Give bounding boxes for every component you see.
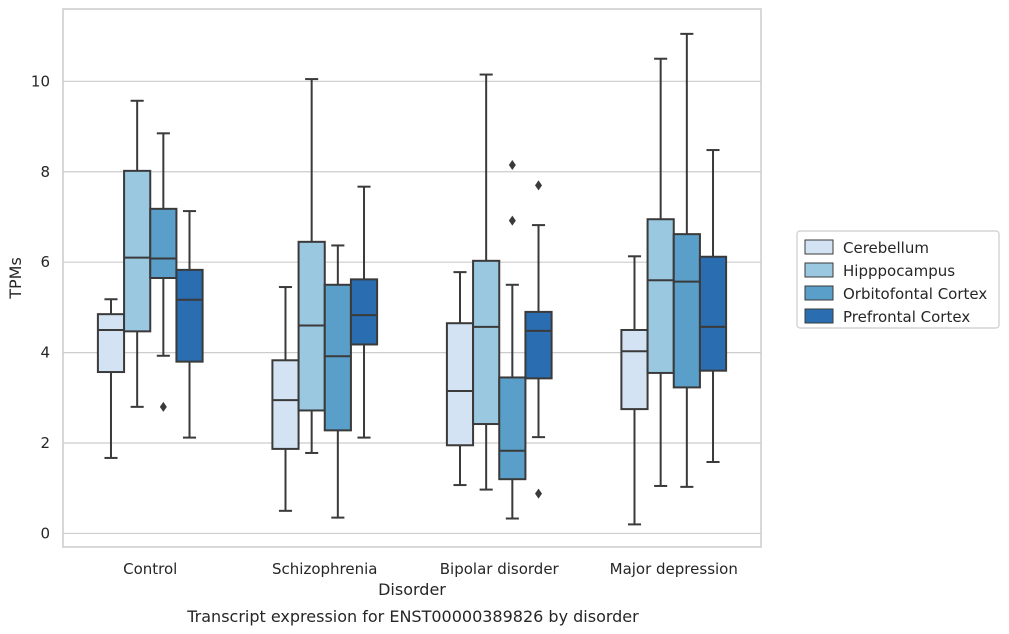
box-iqr: [271, 359, 300, 450]
box-iqr: [96, 313, 126, 374]
legend: Cerebellum Hipppocampus Orbitofontal Corte…: [796, 230, 1000, 329]
box-iqr: [672, 233, 701, 389]
y-tick-label: 8: [40, 163, 50, 181]
y-tick-label: 6: [40, 253, 50, 271]
box-3-3: [698, 149, 728, 464]
box-iqr: [349, 278, 379, 346]
box-3-0: [620, 255, 649, 526]
outlier-point: [535, 488, 543, 499]
outlier-point: [508, 159, 516, 170]
plot-frame: [62, 8, 762, 548]
box-0-3: [175, 210, 204, 439]
chart-caption: Transcript expression for ENST0000038982…: [186, 607, 639, 626]
x-tick-label: Control: [123, 560, 177, 578]
box-1-1: [297, 78, 326, 454]
legend-swatch: [804, 285, 834, 301]
y-axis-label: TPMs: [6, 257, 25, 300]
box-iqr: [445, 322, 475, 447]
box-iqr: [472, 259, 501, 426]
outlier-point: [508, 215, 516, 226]
box-0-0: [96, 298, 126, 459]
box-iqr: [620, 328, 649, 411]
box-iqr: [646, 218, 675, 374]
legend-swatch: [804, 262, 834, 278]
box-series: [96, 32, 728, 526]
legend-swatch: [804, 239, 834, 255]
box-2-2: [498, 159, 527, 520]
legend-entry-label: Orbitofontal Cortex: [843, 285, 987, 303]
x-tick-label: Schizophrenia: [272, 560, 377, 578]
box-3-1: [646, 57, 675, 487]
box-iqr: [175, 268, 204, 363]
y-tick-labels: 0 2 4 6 8 10: [31, 72, 50, 542]
outlier-point: [159, 401, 167, 412]
box-1-2: [323, 244, 352, 519]
box-0-2: [149, 132, 178, 412]
legend-entry-label: Cerebellum: [843, 239, 929, 257]
y-tick-label: 2: [40, 434, 50, 452]
box-2-0: [445, 271, 475, 487]
box-iqr: [323, 283, 352, 432]
box-1-3: [349, 185, 379, 439]
legend-entry-label: Prefrontal Cortex: [843, 308, 970, 326]
box-0-1: [123, 99, 152, 408]
box-iqr: [524, 310, 553, 380]
y-tick-label: 10: [31, 72, 50, 90]
x-axis-label: Disorder: [378, 580, 446, 599]
legend-swatch: [804, 308, 834, 324]
box-iqr: [498, 376, 527, 481]
x-tick-labels: Control Schizophrenia Bipolar disorder Majo…: [123, 560, 738, 578]
legend-entry-label: Hipppocampus: [843, 262, 955, 280]
box-1-0: [271, 286, 300, 512]
box-2-1: [472, 73, 501, 491]
box-iqr: [123, 169, 152, 333]
x-tick-label: Major depression: [610, 560, 738, 578]
box-iqr: [698, 255, 728, 372]
box-3-2: [672, 32, 701, 488]
box-iqr: [149, 207, 178, 279]
y-tick-label: 0: [40, 524, 50, 542]
x-tick-label: Bipolar disorder: [440, 560, 560, 578]
box-2-3: [524, 180, 553, 499]
legend-frame: [796, 230, 1000, 329]
y-tick-label: 4: [40, 344, 50, 362]
outlier-point: [535, 180, 543, 191]
